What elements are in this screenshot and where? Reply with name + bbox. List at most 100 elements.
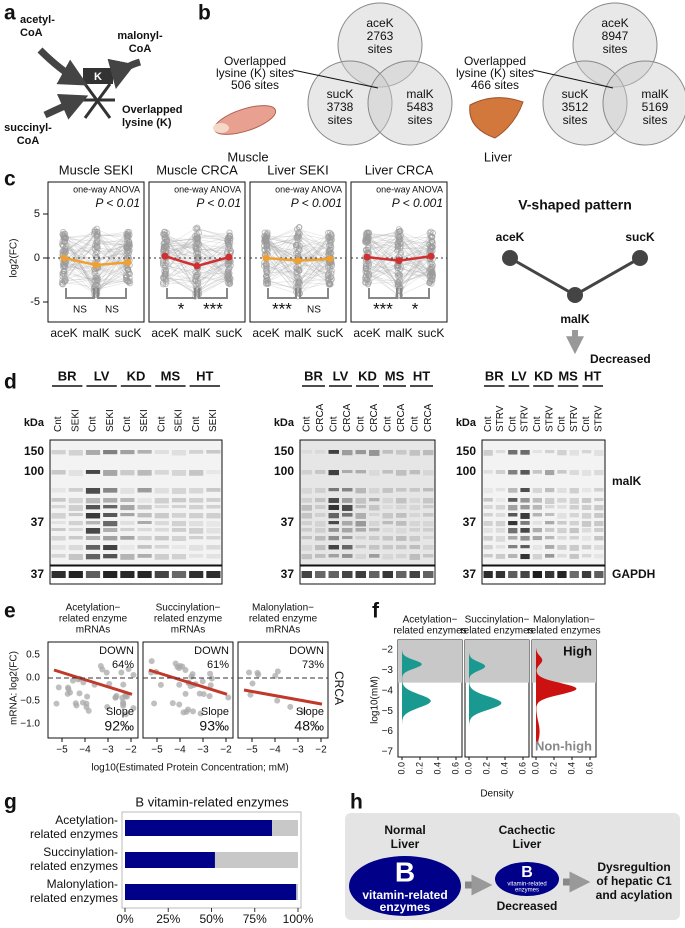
down-label: DOWN: [194, 645, 229, 657]
overlap-label: 506 sites: [231, 78, 279, 92]
bracket: [65, 288, 95, 299]
band: [51, 470, 66, 475]
x-tick-label: sucK: [317, 326, 344, 340]
band: [409, 450, 420, 456]
trace: [164, 237, 230, 252]
group-label: LV: [511, 368, 527, 383]
point: [428, 243, 435, 251]
panel-title: mRNAs: [171, 625, 205, 636]
band: [382, 513, 393, 519]
trend: [243, 688, 323, 706]
group-label: BR: [58, 368, 77, 383]
lane-label: SEKI: [139, 409, 150, 432]
venn-count: sites: [643, 113, 668, 127]
band: [409, 545, 420, 550]
x-tick-label: 50%: [199, 912, 223, 926]
band: [483, 470, 493, 474]
band: [369, 505, 380, 511]
point: [365, 261, 373, 268]
marker-label: 100: [456, 464, 476, 478]
band: [85, 545, 101, 550]
point: [148, 658, 155, 665]
y-tick-label: Malonylation-: [47, 877, 118, 891]
point: [61, 238, 69, 246]
gapdh-band: [409, 571, 420, 578]
trace: [63, 237, 129, 289]
band: [137, 528, 152, 532]
trace: [366, 232, 432, 275]
trace: [164, 238, 230, 282]
pointer: [292, 69, 379, 89]
mean-point: [124, 258, 132, 266]
marker-label: 37: [281, 567, 295, 581]
arrow: [107, 58, 142, 89]
trace: [63, 237, 129, 272]
trace: [164, 276, 230, 284]
group-label: LV: [333, 368, 349, 383]
point: [362, 247, 369, 254]
marker-label: 100: [24, 464, 44, 478]
point: [188, 673, 195, 680]
point: [55, 684, 62, 691]
trace: [63, 239, 129, 260]
point: [120, 702, 127, 709]
band: [557, 554, 567, 558]
group-label: KD: [534, 368, 553, 383]
band: [120, 488, 135, 494]
point: [274, 697, 281, 704]
band: [396, 450, 407, 455]
trace: [63, 245, 129, 274]
venn-circle: [307, 60, 393, 146]
decreased-label: Decreased: [497, 899, 558, 913]
slope-label: Slope: [106, 706, 134, 718]
band: [532, 498, 542, 503]
band: [520, 528, 530, 533]
band: [342, 521, 353, 526]
trace: [265, 233, 331, 282]
band: [206, 545, 221, 550]
gapdh-blot: [299, 565, 436, 585]
band: [423, 513, 434, 517]
band: [206, 450, 221, 454]
band: [569, 513, 579, 518]
band: [154, 450, 169, 454]
panel-title: Malonylation−: [533, 615, 595, 626]
band: [423, 488, 434, 492]
point: [206, 693, 213, 700]
x-tick-label: −2: [220, 745, 232, 756]
gapdh-band: [532, 571, 542, 578]
point: [192, 225, 199, 232]
point: [84, 693, 91, 700]
band: [206, 521, 221, 527]
state-label: Liver: [391, 837, 420, 851]
point: [295, 279, 302, 286]
point: [395, 226, 403, 233]
x-tick-label: −4: [269, 745, 281, 756]
muscle-fiber: [213, 123, 229, 133]
band: [557, 521, 567, 525]
decreased-label: Decreased: [590, 352, 651, 366]
band: [85, 505, 101, 510]
trace: [164, 231, 230, 278]
point: [162, 280, 169, 288]
band: [68, 488, 83, 492]
y-tick-label: −7: [382, 747, 394, 758]
band: [154, 505, 169, 509]
band: [369, 521, 380, 527]
trace: [164, 267, 230, 281]
overlap-label: Overlapped: [224, 54, 286, 68]
band: [508, 554, 518, 559]
band: [355, 470, 366, 474]
point: [177, 662, 184, 669]
x-tick-label: malK: [284, 326, 311, 340]
band: [206, 498, 221, 502]
gapdh-band: [120, 571, 135, 578]
band: [328, 521, 339, 525]
band: [532, 488, 542, 493]
lane-label: SEKI: [105, 409, 116, 432]
point: [207, 682, 214, 689]
point: [247, 691, 254, 698]
p-value: P < 0.01: [196, 196, 241, 210]
point: [197, 710, 204, 717]
down-label: DOWN: [99, 645, 134, 657]
